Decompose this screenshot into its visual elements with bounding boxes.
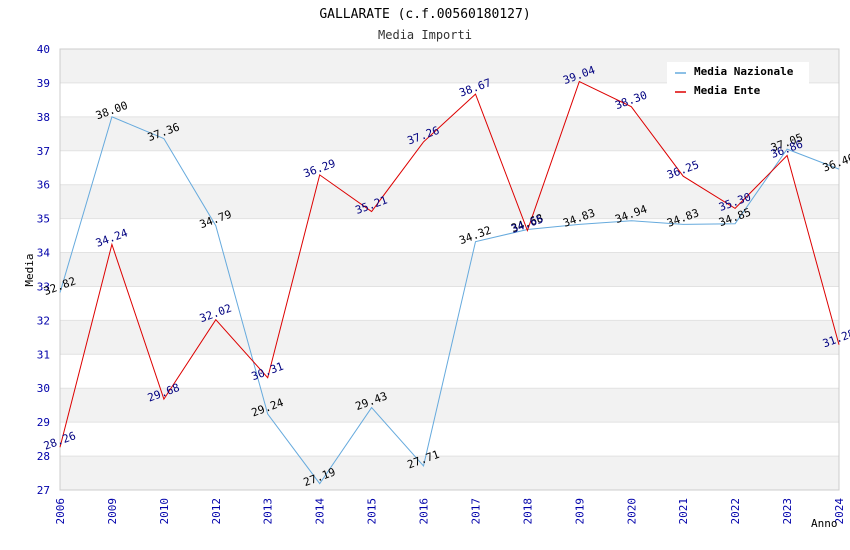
x-tick-label: 2020 — [625, 498, 638, 525]
y-tick-label: 27 — [37, 484, 50, 497]
chart-subtitle: Media Importi — [378, 28, 472, 42]
data-label: 36.46 — [821, 151, 850, 175]
x-axis-label: Anno — [811, 517, 838, 530]
x-tick-label: 2021 — [677, 498, 690, 525]
background-band — [60, 388, 839, 423]
x-tick-label: 2013 — [262, 498, 275, 525]
y-tick-label: 30 — [37, 382, 50, 395]
y-tick-label: 34 — [37, 247, 51, 260]
x-tick-label: 2016 — [418, 498, 431, 525]
background-band — [60, 320, 839, 355]
series-lines — [59, 80, 840, 485]
series-line-media-ente — [59, 80, 840, 448]
legend-label-media-ente: Media Ente — [694, 84, 761, 97]
legend: Media Nazionale Media Ente — [667, 62, 809, 102]
background-band — [60, 116, 839, 151]
x-tick-label: 2019 — [573, 498, 586, 525]
x-tick-label: 2018 — [521, 498, 534, 525]
x-tick-label: 2015 — [366, 498, 379, 525]
y-tick-label: 33 — [37, 280, 50, 293]
y-tick-label: 31 — [37, 348, 50, 361]
x-tick-label: 2014 — [314, 498, 327, 525]
x-tick-label: 2024 — [833, 498, 846, 525]
x-tick-label: 2012 — [210, 498, 223, 525]
background-band — [60, 252, 839, 287]
background-band — [60, 184, 839, 219]
y-tick-label: 36 — [37, 179, 50, 192]
background-bands — [60, 49, 839, 490]
y-tick-label: 29 — [37, 416, 50, 429]
data-label: 38.30 — [613, 89, 649, 113]
y-tick-label: 38 — [37, 111, 50, 124]
y-tick-label: 28 — [37, 450, 50, 463]
y-axis-label: Media — [23, 253, 36, 286]
background-band — [60, 456, 839, 490]
y-tick-label: 40 — [37, 43, 50, 56]
x-tick-label: 2023 — [781, 498, 794, 525]
x-tick-label: 2017 — [469, 498, 482, 525]
series-line-media-nazionale — [59, 116, 840, 485]
chart-title: GALLARATE (c.f.00560180127) — [319, 7, 530, 22]
y-axis-ticks: 27 28 29 30 31 32 33 34 35 36 37 38 39 40 — [37, 43, 51, 497]
data-label: 36.25 — [665, 158, 701, 182]
x-tick-label: 2010 — [158, 498, 171, 525]
legend-box — [667, 62, 809, 102]
y-tick-label: 35 — [37, 213, 50, 226]
legend-label-media-nazionale: Media Nazionale — [694, 65, 794, 78]
x-tick-label: 2009 — [106, 498, 119, 525]
x-tick-label: 2022 — [729, 498, 742, 525]
y-tick-label: 32 — [37, 314, 50, 327]
y-tick-label: 39 — [37, 77, 50, 90]
x-axis-ticks: 2006 2009 2010 2012 2013 2014 2015 2016 2017 2018… — [54, 498, 846, 525]
x-tick-label: 2006 — [54, 498, 67, 525]
y-tick-label: 37 — [37, 145, 50, 158]
plot-area — [59, 48, 840, 491]
